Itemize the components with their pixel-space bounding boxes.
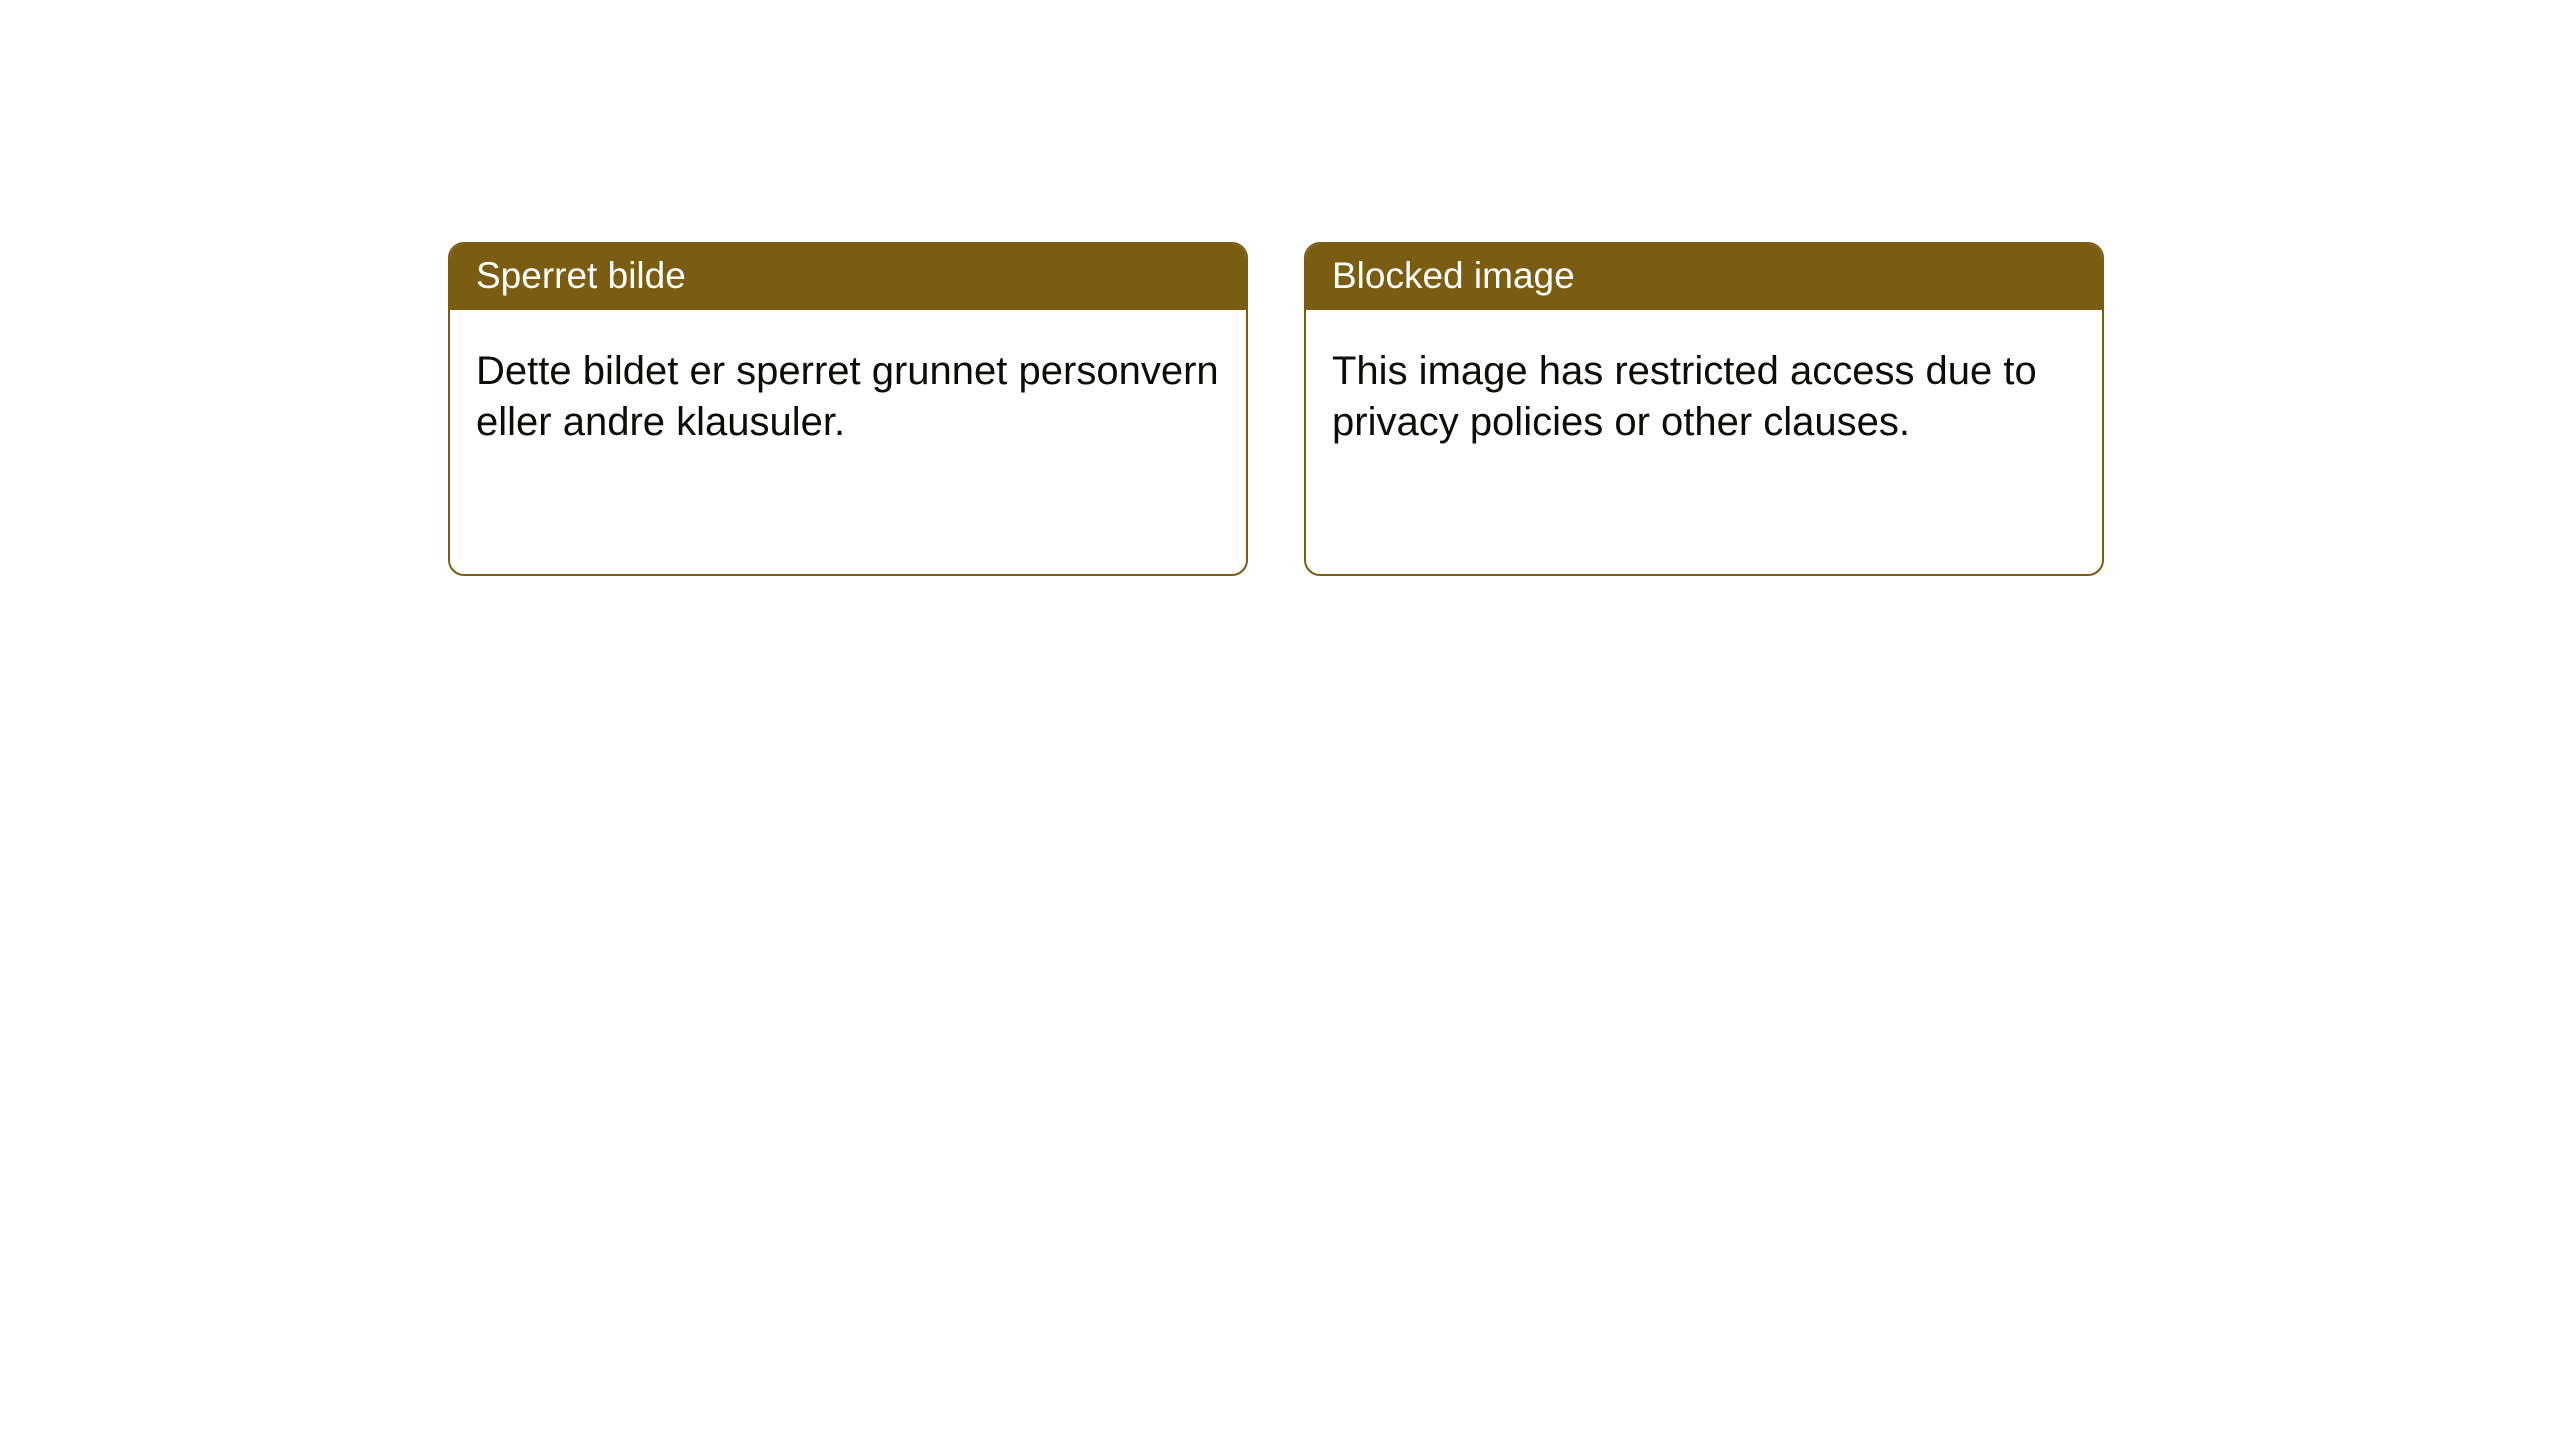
notice-body-english: This image has restricted access due to … <box>1306 310 2102 475</box>
notice-card-english: Blocked image This image has restricted … <box>1304 242 2104 576</box>
blocked-image-notices: Sperret bilde Dette bildet er sperret gr… <box>448 242 2560 576</box>
notice-title-norwegian: Sperret bilde <box>450 244 1246 310</box>
notice-card-norwegian: Sperret bilde Dette bildet er sperret gr… <box>448 242 1248 576</box>
notice-body-norwegian: Dette bildet er sperret grunnet personve… <box>450 310 1246 475</box>
notice-title-english: Blocked image <box>1306 244 2102 310</box>
